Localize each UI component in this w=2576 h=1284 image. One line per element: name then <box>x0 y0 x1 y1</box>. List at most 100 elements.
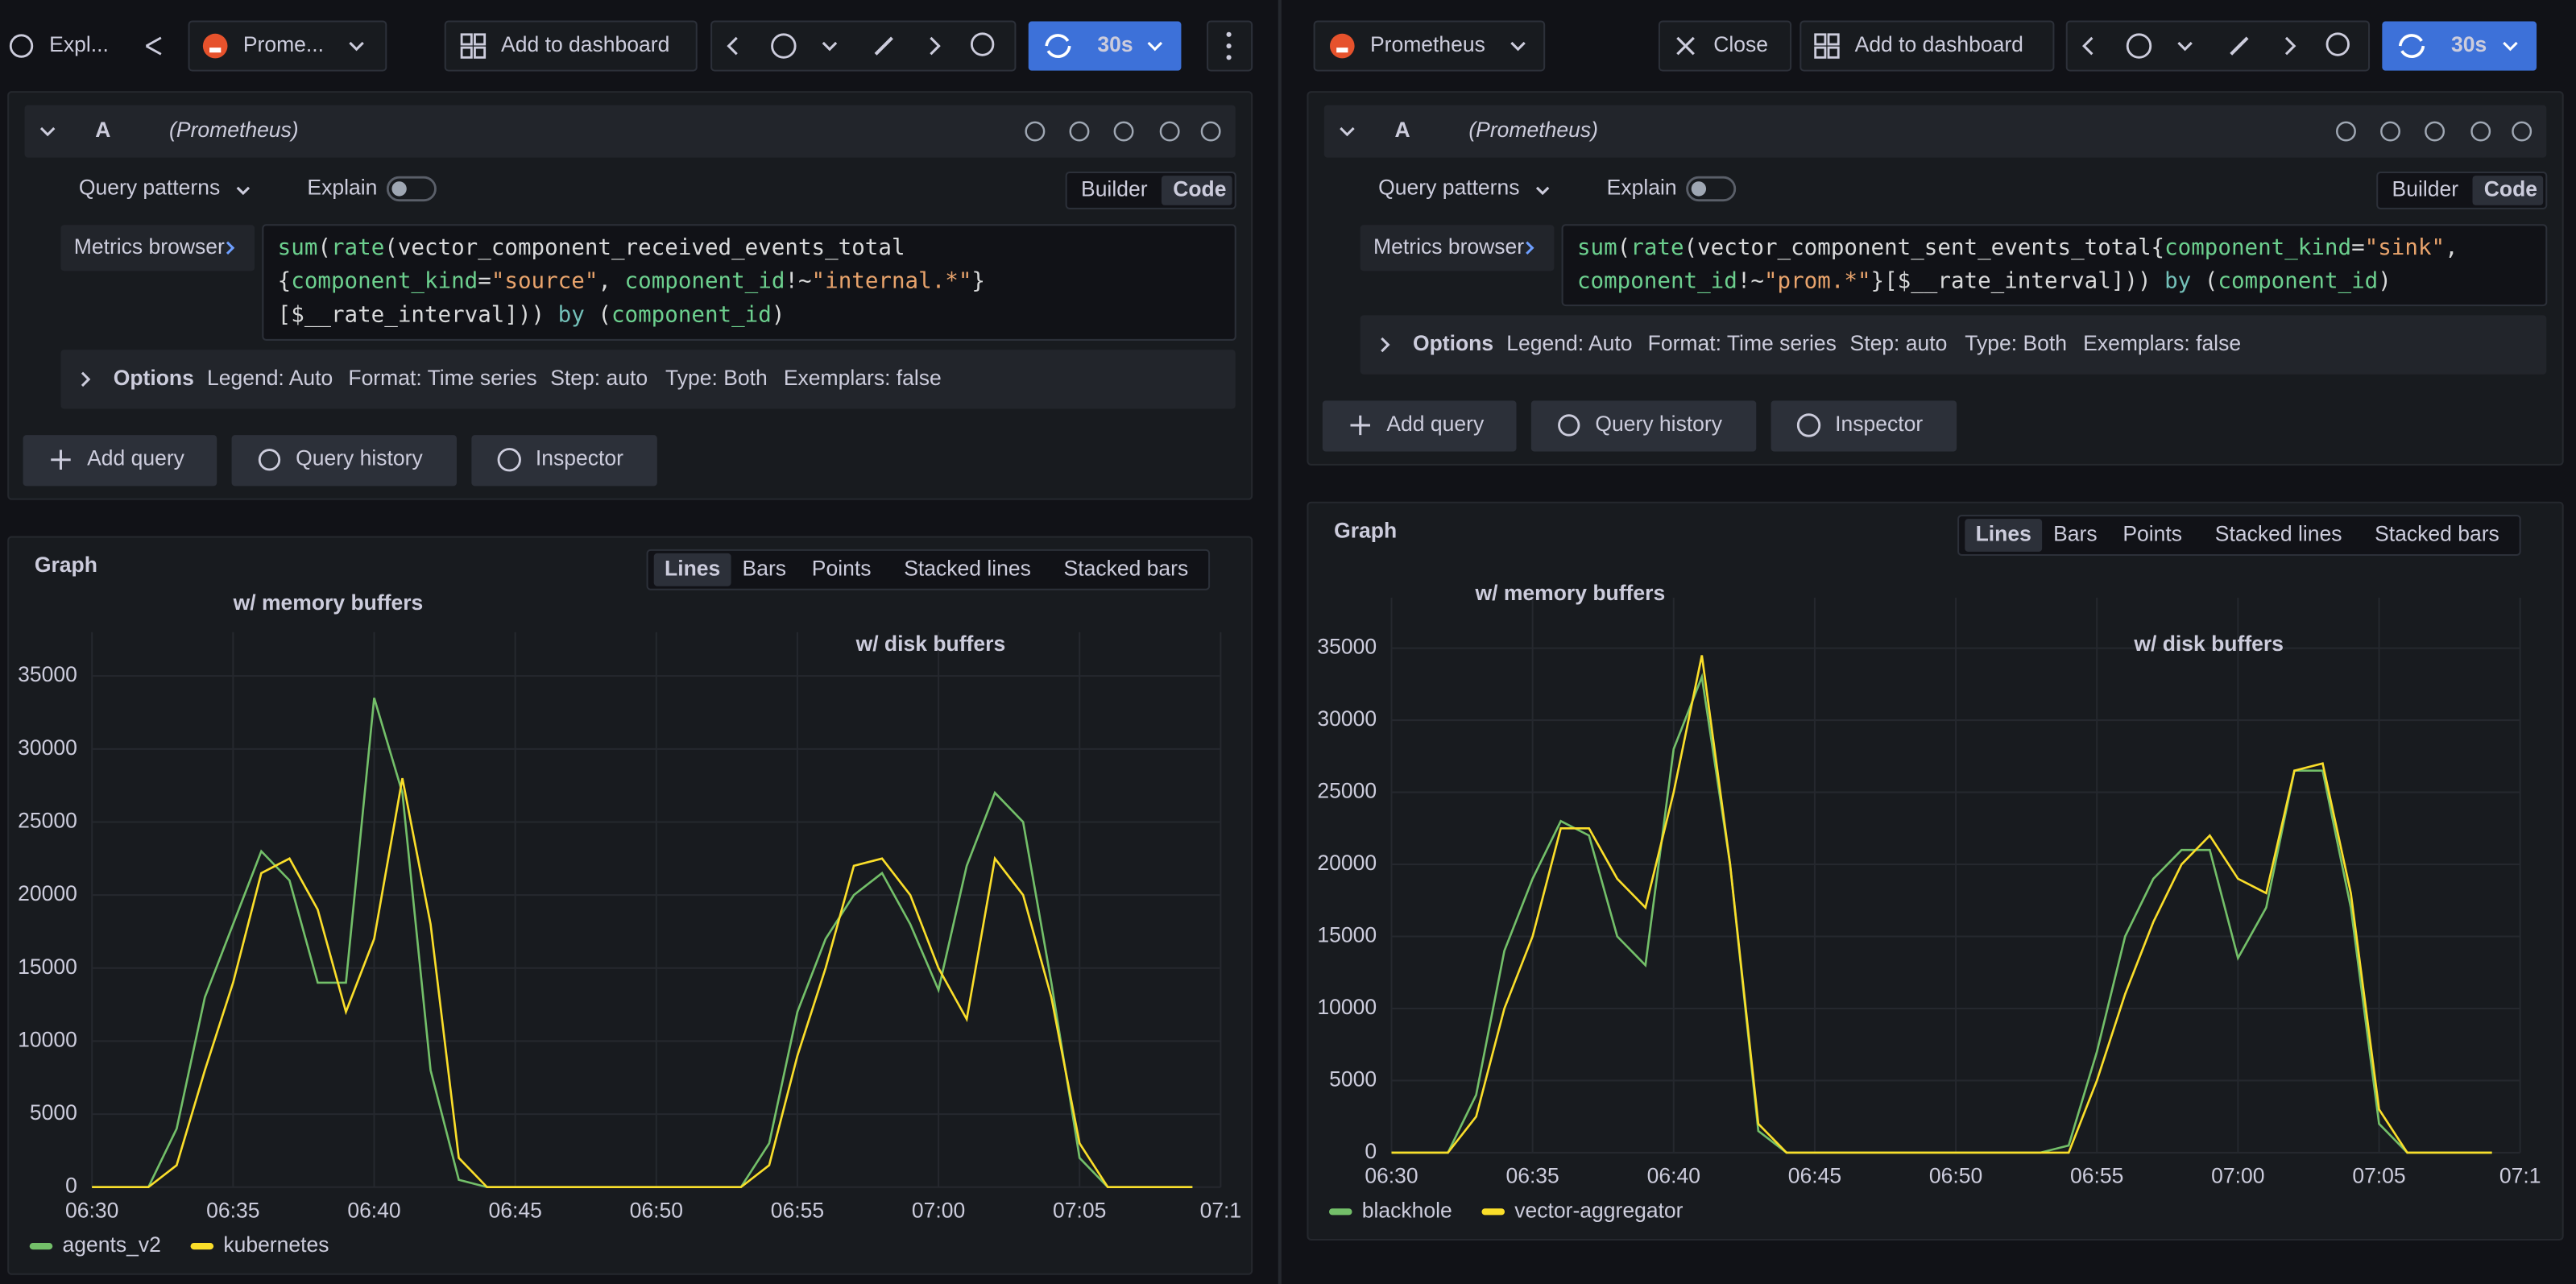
refresh-button[interactable] <box>1028 21 1182 71</box>
chevron-icon <box>930 36 941 56</box>
code-line: sum(rate(vector_component_received_event… <box>278 234 905 261</box>
code-token: (vector_component_sent_events_total{ <box>1684 234 2165 261</box>
row-action-icon[interactable] <box>1069 121 1090 142</box>
datasource-label: Prome... <box>243 32 324 56</box>
row-action-icon[interactable] <box>1113 121 1134 142</box>
row-action-icon[interactable] <box>2470 121 2491 142</box>
viz-selected <box>653 553 731 586</box>
query-action-button[interactable] <box>1530 400 1757 452</box>
viz-option[interactable]: Stacked bars <box>1064 556 1189 580</box>
toggle-knob <box>1691 181 1707 197</box>
row-action-icon[interactable] <box>2380 121 2400 142</box>
code-token: component_kind <box>2164 234 2351 261</box>
row-action-icon[interactable] <box>1025 121 1046 142</box>
add-button[interactable] <box>1799 20 2055 72</box>
refresh-button[interactable] <box>2382 21 2537 71</box>
y-tick-label: 35000 <box>1317 635 1377 659</box>
query-action-button[interactable] <box>23 435 217 487</box>
code-editor <box>1561 224 2548 307</box>
y-tick-label: 30000 <box>1317 706 1377 731</box>
option-item: Step: auto <box>550 366 648 390</box>
query-action-label[interactable]: Inspector <box>536 446 623 470</box>
viz-option[interactable]: Lines <box>665 556 720 580</box>
viz-option[interactable]: Bars <box>2053 522 2098 546</box>
annotation: w/ disk buffers <box>855 632 1006 656</box>
datasource-icon <box>1330 33 1355 59</box>
options-label[interactable]: Options <box>1413 331 1493 355</box>
chevron-icon <box>81 371 91 387</box>
close-label: Close <box>1713 32 1768 56</box>
time-nav[interactable] <box>2065 20 2371 72</box>
datasource-icon <box>209 48 222 53</box>
y-tick-label: 20000 <box>18 881 77 905</box>
viz-option[interactable]: Stacked lines <box>904 556 1031 580</box>
icon <box>497 448 521 472</box>
option-item: Exemplars: false <box>784 366 942 390</box>
code-selected <box>2472 176 2544 205</box>
metrics-browser-button[interactable] <box>60 225 255 271</box>
legend-label[interactable]: vector-aggregator <box>1514 1198 1683 1222</box>
explain-toggle[interactable] <box>1686 176 1737 202</box>
query-action-label[interactable]: Add query <box>87 446 185 470</box>
clock-icon <box>2126 33 2152 59</box>
viz-option[interactable]: Points <box>812 556 872 580</box>
viz-option[interactable]: Stacked bars <box>2375 522 2499 546</box>
option-item: Step: auto <box>1850 331 1948 355</box>
y-tick-label: 15000 <box>18 955 77 979</box>
metrics-browser[interactable]: Metrics browser <box>74 234 225 259</box>
query-action-label[interactable]: Query history <box>296 446 423 470</box>
explore-title: Expl... <box>49 32 109 56</box>
code-button[interactable]: Code <box>1173 176 1226 201</box>
query-action-label[interactable]: Query history <box>1595 412 1722 436</box>
code-button[interactable]: Code <box>2484 176 2537 201</box>
builder-button[interactable]: Builder <box>1081 176 1148 201</box>
add-button[interactable] <box>444 20 698 72</box>
clock-icon <box>771 33 797 59</box>
refresh-interval: 30s <box>1097 32 1133 56</box>
chevron-icon <box>349 41 364 52</box>
legend-label[interactable]: blackhole <box>1362 1198 1452 1222</box>
query-action-button[interactable] <box>471 435 657 487</box>
chevron-icon <box>1381 337 1390 353</box>
option-item: Format: Time series <box>1648 331 1837 355</box>
legend-swatch <box>1328 1208 1352 1216</box>
row-action-icon[interactable] <box>2425 121 2446 142</box>
builder-button[interactable]: Builder <box>2392 176 2459 201</box>
query-patterns[interactable]: Query patterns <box>1378 175 1519 199</box>
explain-toggle[interactable] <box>386 176 437 202</box>
query-action-label[interactable]: Inspector <box>1835 412 1923 436</box>
share-icon[interactable] <box>145 36 162 56</box>
legend-label[interactable]: kubernetes <box>223 1232 329 1257</box>
time-nav[interactable] <box>710 20 1017 72</box>
row-action-icon[interactable] <box>1159 121 1180 142</box>
graph-panel <box>1307 501 2564 1241</box>
viz-option[interactable]: Lines <box>1976 522 2031 546</box>
chevron-icon <box>1535 186 1550 196</box>
query-action-button[interactable] <box>1770 400 1957 452</box>
icon <box>9 34 34 58</box>
metrics-browser-button[interactable] <box>1360 225 1555 271</box>
code-token: "internal.*" <box>812 268 972 294</box>
row-action-icon[interactable] <box>1200 121 1221 142</box>
query-action-button[interactable] <box>231 435 457 487</box>
legend-label[interactable]: agents_v2 <box>63 1232 161 1257</box>
row-action-icon[interactable] <box>2336 121 2356 142</box>
row-action-icon[interactable] <box>2512 121 2533 142</box>
datasource-button[interactable] <box>188 20 387 72</box>
chevron-icon <box>2284 36 2296 56</box>
y-tick-label: 0 <box>65 1174 77 1198</box>
close-button[interactable] <box>1658 20 1792 72</box>
viz-switch <box>1957 515 2521 556</box>
metrics-browser[interactable]: Metrics browser <box>1373 234 1524 259</box>
viz-option[interactable]: Points <box>2123 522 2182 546</box>
viz-option[interactable]: Stacked lines <box>2215 522 2342 546</box>
viz-option[interactable]: Bars <box>743 556 787 580</box>
query-action-button[interactable] <box>1322 400 1517 452</box>
query-action-label[interactable]: Add query <box>1386 412 1485 436</box>
query-patterns[interactable]: Query patterns <box>79 175 220 199</box>
datasource-button[interactable] <box>1313 20 1546 72</box>
code-token: component_id <box>1577 268 1737 295</box>
y-tick-label: 5000 <box>30 1100 77 1125</box>
options-label[interactable]: Options <box>114 366 194 390</box>
code-editor <box>262 224 1236 341</box>
